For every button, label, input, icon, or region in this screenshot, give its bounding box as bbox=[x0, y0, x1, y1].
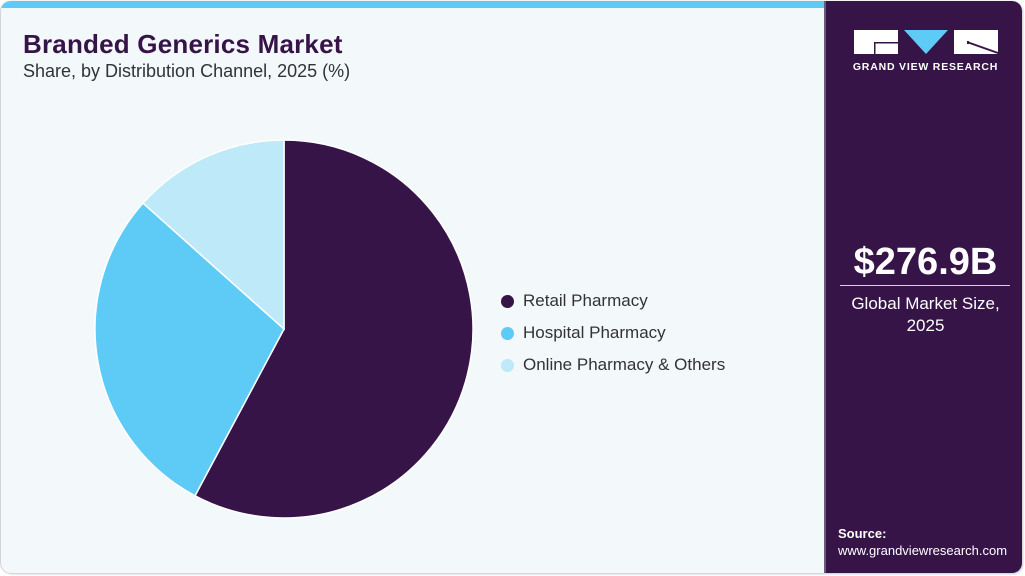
gvr-logo-icon bbox=[854, 30, 998, 54]
legend-dot-icon bbox=[501, 326, 514, 340]
accent-bar bbox=[1, 1, 824, 8]
divider bbox=[840, 285, 1010, 286]
legend-item: Hospital Pharmacy bbox=[501, 317, 725, 349]
pie-chart bbox=[94, 139, 474, 519]
pie-slice-online-pharmacy-others bbox=[141, 139, 285, 331]
legend-label: Online Pharmacy & Others bbox=[523, 355, 726, 374]
source-heading: Source: bbox=[838, 526, 887, 541]
legend-item: Retail Pharmacy bbox=[501, 285, 725, 317]
pie-slice-retail-pharmacy bbox=[194, 139, 474, 519]
legend: Retail Pharmacy Hospital Pharmacy Online P… bbox=[501, 285, 725, 381]
logo-text: GRAND VIEW RESEARCH bbox=[852, 61, 999, 73]
pie-slice-hospital-pharmacy bbox=[94, 202, 285, 497]
market-size-label: Global Market Size, 2025 bbox=[851, 294, 1000, 335]
chart-title: Branded Generics Market bbox=[23, 29, 343, 59]
legend-label: Hospital Pharmacy bbox=[523, 323, 666, 342]
legend-label: Retail Pharmacy bbox=[523, 291, 648, 310]
source-link[interactable]: www.grandviewresearch.com bbox=[838, 543, 1008, 558]
market-size-value: $276.9B bbox=[853, 241, 998, 283]
sidebar-panel: GRAND VIEW RESEARCH $276.9B Global Marke… bbox=[824, 1, 1022, 573]
legend-item: Online Pharmacy & Others bbox=[501, 349, 725, 381]
chart-subtitle: Share, by Distribution Channel, 2025 (%) bbox=[23, 61, 351, 81]
legend-dot-icon bbox=[501, 358, 514, 372]
legend-dot-icon bbox=[501, 294, 514, 308]
